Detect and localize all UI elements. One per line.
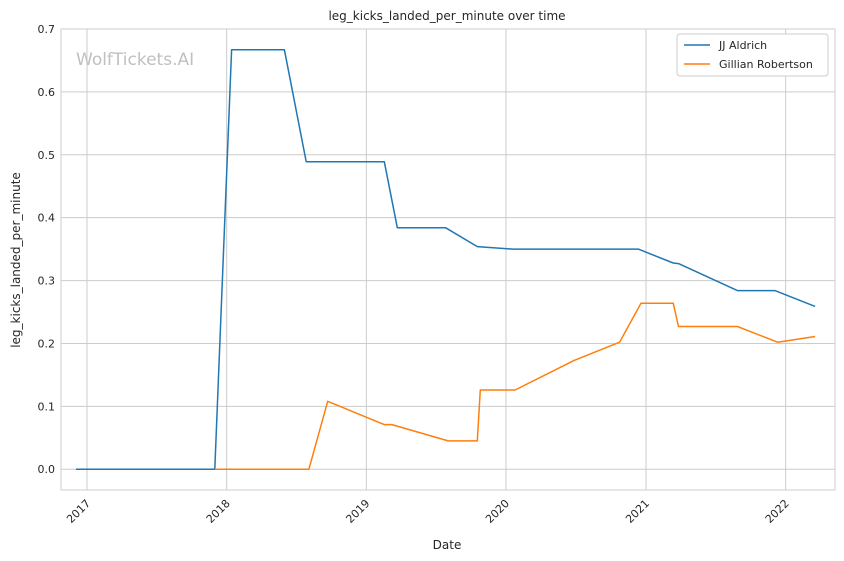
y-tick-labels: 0.0 0.1 0.2 0.3 0.4 0.5 0.6 0.7 <box>38 23 56 476</box>
x-tick-label: 2022 <box>763 497 792 526</box>
plot-area <box>60 28 836 491</box>
series-lines <box>75 49 816 470</box>
legend-box <box>676 33 829 77</box>
y-tick-label: 0.7 <box>38 23 56 36</box>
x-tick-labels: 2017 2018 2019 2020 2021 2022 <box>64 497 792 526</box>
series-line-gillian-robertson <box>214 302 816 470</box>
y-tick-label: 0.6 <box>38 86 56 99</box>
x-tick-label: 2019 <box>343 497 372 526</box>
y-tick-label: 0.4 <box>38 212 56 225</box>
y-tick-label: 0.3 <box>38 275 56 288</box>
watermark: WolfTickets.AI <box>76 50 194 70</box>
x-tick-label: 2020 <box>483 497 512 526</box>
x-tick-label: 2021 <box>623 497 652 526</box>
legend-label-jj-aldrich: JJ Aldrich <box>718 39 767 52</box>
legend-label-gillian-robertson: Gillian Robertson <box>719 58 813 71</box>
y-axis-label: leg_kicks_landed_per_minute <box>9 172 23 348</box>
y-tick-label: 0.2 <box>38 337 56 350</box>
chart-title: leg_kicks_landed_per_minute over time <box>328 9 565 23</box>
x-tick-label: 2018 <box>204 497 233 526</box>
y-tick-label: 0.5 <box>38 149 56 162</box>
x-axis-label: Date <box>433 538 462 552</box>
series-line-jj-aldrich <box>75 49 816 470</box>
y-tick-label: 0.0 <box>38 463 56 476</box>
x-tick-label: 2017 <box>64 497 93 526</box>
legend: JJ Aldrich Gillian Robertson <box>676 33 829 77</box>
grid-lines <box>61 28 835 490</box>
y-tick-label: 0.1 <box>38 400 56 413</box>
